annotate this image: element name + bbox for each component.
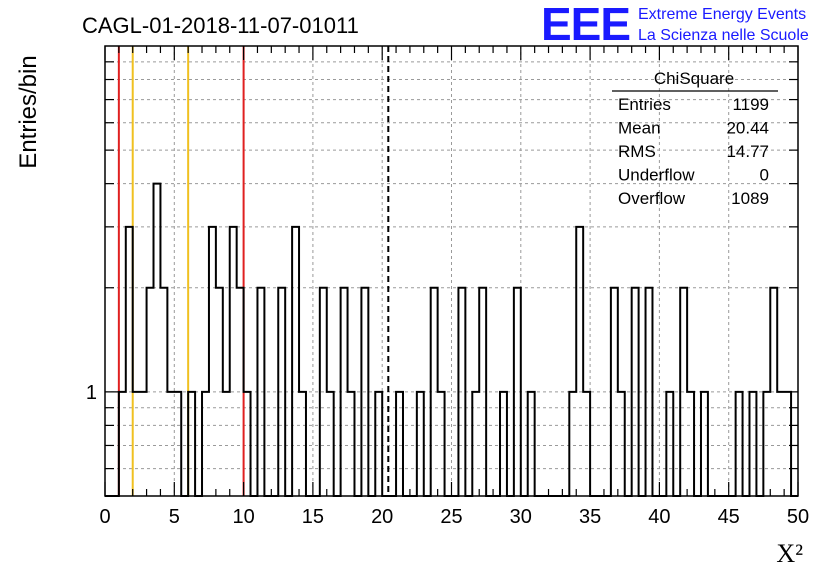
y-axis-label: Entries/bin (15, 55, 42, 168)
stats-value: 20.44 (726, 119, 769, 138)
histogram-bin (209, 227, 216, 496)
stats-value: 14.77 (726, 142, 769, 161)
histogram-bin (292, 227, 299, 496)
x-tick-label: 20 (371, 506, 393, 528)
x-tick-label: 25 (440, 506, 462, 528)
histogram-bin (576, 227, 583, 496)
x-tick-label: 30 (510, 506, 532, 528)
stats-label: Underflow (618, 166, 695, 185)
x-tick-label: 45 (718, 506, 740, 528)
stats-label: RMS (618, 142, 656, 161)
stats-label: Entries (618, 95, 671, 114)
stats-value: 1199 (732, 95, 769, 114)
logo-line-2: La Scienza nelle Scuole (638, 27, 809, 44)
x-tick-label: 50 (787, 506, 809, 528)
histogram-bin (126, 227, 133, 496)
histogram-bins (105, 182, 798, 497)
stats-label: Mean (618, 119, 661, 138)
logo-line-1: Extreme Energy Events (638, 6, 806, 23)
stats-title: ChiSquare (654, 69, 734, 88)
marker-lines (117, 46, 390, 496)
run-title: CAGL-01-2018-11-07-01011 (82, 13, 359, 38)
x-tick-label: 5 (169, 506, 180, 528)
stats-rows: Entries 1199 Mean 20.44 RMS 14.77 Underflow 0 Ov… (618, 95, 769, 208)
histogram-bin (230, 227, 237, 496)
stats-value: 0 (760, 166, 769, 185)
histogram-outline (105, 182, 798, 497)
axis-ticks: 0 5 10 15 20 25 30 35 40 45 50 1 (86, 46, 809, 528)
histogram-bin (133, 392, 147, 496)
x-tick-label: 35 (579, 506, 601, 528)
histogram-bin (154, 184, 161, 496)
x-tick-label: 0 (99, 506, 110, 528)
stats-box: ChiSquare Entries 1199 Mean 20.44 RMS 14.77 Un… (612, 69, 778, 208)
x-tick-label: 10 (232, 506, 254, 528)
x-tick-label: 40 (648, 506, 670, 528)
x-tick-label: 15 (302, 506, 324, 528)
x-axis-label: X² (776, 539, 803, 568)
eee-logo: EEE (541, 0, 630, 50)
stats-label: Overflow (618, 189, 686, 208)
y-tick-label: 1 (86, 382, 97, 404)
stats-value: 1089 (731, 189, 769, 208)
